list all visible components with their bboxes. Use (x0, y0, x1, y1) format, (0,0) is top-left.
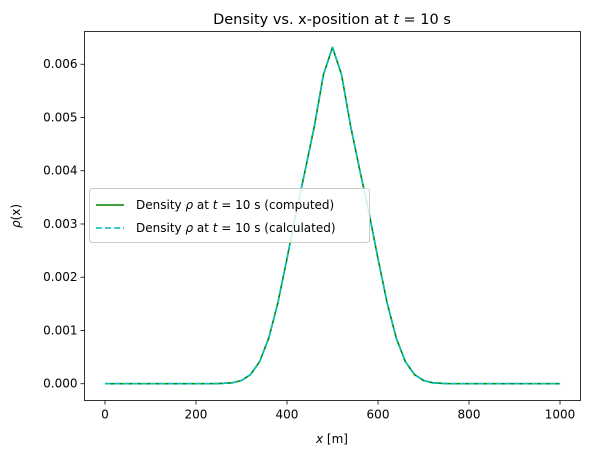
y-tick-label: 0.000 (43, 377, 77, 391)
chart-title: Density vs. x-position at t = 10 s (213, 12, 451, 28)
x-tick-label: 800 (458, 408, 481, 422)
y-tick-label: 0.005 (43, 110, 77, 124)
x-tick-label: 200 (185, 408, 208, 422)
x-axis: 0 200 400 600 800 1000 (101, 400, 576, 422)
y-tick-label: 0.002 (43, 270, 77, 284)
legend-label-computed: Density ρ at t = 10 s (computed) (136, 198, 334, 212)
y-tick-label: 0.004 (43, 164, 77, 178)
x-axis-title: x [m] (315, 432, 348, 446)
x-tick-label: 1000 (545, 408, 576, 422)
x-tick-label: 600 (367, 408, 390, 422)
plot-frame (84, 31, 581, 401)
y-tick-label: 0.003 (43, 217, 77, 231)
x-tick-label: 400 (276, 408, 299, 422)
series-line-calculated (104, 46, 561, 385)
y-tick-label: 0.006 (43, 57, 77, 71)
y-tick-label: 0.001 (43, 323, 77, 337)
x-tick-label: 0 (101, 408, 109, 422)
y-axis: 0.000 0.001 0.002 0.003 0.004 0.005 0.006 (43, 57, 85, 391)
legend-label-calculated: Density ρ at t = 10 s (calculated) (136, 221, 336, 235)
legend: Density ρ at t = 10 s (computed) Density… (89, 188, 370, 243)
series-layer (104, 46, 561, 385)
legend-box (89, 188, 370, 243)
y-axis-title: ρ(x) (9, 204, 23, 228)
